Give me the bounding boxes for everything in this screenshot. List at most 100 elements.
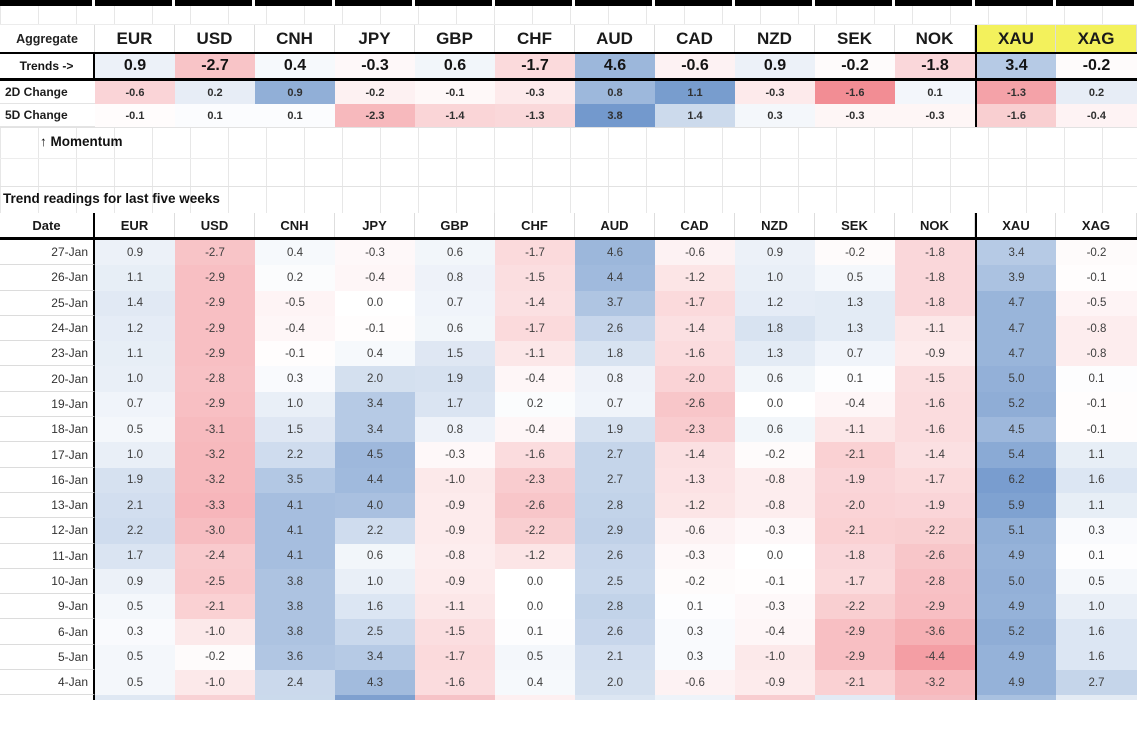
value-cell-jpy[interactable]: 1.6: [335, 594, 415, 619]
value-cell-usd[interactable]: -2.7: [175, 240, 255, 265]
change-value-nok[interactable]: 0.1: [895, 81, 975, 104]
value-cell-aud[interactable]: 2.5: [575, 569, 655, 594]
value-cell-aud[interactable]: 2.6: [575, 316, 655, 341]
value-cell-cnh[interactable]: 3.8: [255, 619, 335, 644]
value-cell-eur[interactable]: 1.0: [95, 442, 175, 467]
value-cell-nok[interactable]: -1.8: [895, 291, 975, 316]
value-cell-nzd[interactable]: -0.3: [735, 518, 815, 543]
value-cell-xag[interactable]: 1.1: [1056, 493, 1137, 518]
trend-value-xau[interactable]: 3.4: [975, 54, 1056, 78]
value-cell-aud[interactable]: 2.6: [575, 619, 655, 644]
trend-value-cnh[interactable]: 0.4: [255, 54, 335, 78]
change-value-cad[interactable]: 1.4: [655, 104, 735, 127]
date-cell[interactable]: 23-Jan: [0, 341, 95, 366]
value-cell-nok[interactable]: -3.2: [895, 670, 975, 695]
value-cell-cnh[interactable]: 3.5: [255, 468, 335, 493]
value-cell-xau[interactable]: 4.9: [975, 544, 1056, 569]
value-cell-jpy[interactable]: 1.0: [335, 569, 415, 594]
change-value-gbp[interactable]: -1.4: [415, 104, 495, 127]
value-cell-gbp[interactable]: 1.7: [415, 392, 495, 417]
value-cell-cad[interactable]: -1.2: [655, 493, 735, 518]
table-col-header-nzd[interactable]: NZD: [735, 213, 815, 237]
date-cell[interactable]: 20-Jan: [0, 366, 95, 391]
value-cell-partial[interactable]: [95, 695, 175, 700]
value-cell-xag[interactable]: 1.6: [1056, 468, 1137, 493]
value-cell-partial[interactable]: [335, 695, 415, 700]
value-cell-xag[interactable]: -0.2: [1056, 240, 1137, 265]
table-col-header-sek[interactable]: SEK: [815, 213, 895, 237]
value-cell-gbp[interactable]: -1.7: [415, 645, 495, 670]
change-value-eur[interactable]: -0.6: [95, 81, 175, 104]
value-cell-eur[interactable]: 0.5: [95, 417, 175, 442]
value-cell-aud[interactable]: 2.1: [575, 645, 655, 670]
value-cell-xau[interactable]: 5.2: [975, 619, 1056, 644]
value-cell-jpy[interactable]: 0.4: [335, 341, 415, 366]
value-cell-usd[interactable]: -1.0: [175, 670, 255, 695]
trend-value-chf[interactable]: -1.7: [495, 54, 575, 78]
value-cell-nzd[interactable]: 0.6: [735, 417, 815, 442]
col-header-aud[interactable]: AUD: [575, 25, 655, 52]
value-cell-sek[interactable]: -2.0: [815, 493, 895, 518]
value-cell-gbp[interactable]: -1.5: [415, 619, 495, 644]
value-cell-usd[interactable]: -2.1: [175, 594, 255, 619]
value-cell-xag[interactable]: -0.1: [1056, 417, 1137, 442]
value-cell-cnh[interactable]: 3.6: [255, 645, 335, 670]
change-value-cnh[interactable]: 0.1: [255, 104, 335, 127]
value-cell-chf[interactable]: -1.1: [495, 341, 575, 366]
value-cell-nzd[interactable]: 0.9: [735, 240, 815, 265]
value-cell-nok[interactable]: -1.6: [895, 417, 975, 442]
value-cell-cad[interactable]: 0.3: [655, 645, 735, 670]
value-cell-eur[interactable]: 0.9: [95, 240, 175, 265]
value-cell-chf[interactable]: 0.4: [495, 670, 575, 695]
value-cell-xag[interactable]: -0.1: [1056, 265, 1137, 290]
change-value-cnh[interactable]: 0.9: [255, 81, 335, 104]
change-value-usd[interactable]: 0.2: [175, 81, 255, 104]
date-cell[interactable]: 10-Jan: [0, 569, 95, 594]
value-cell-aud[interactable]: 1.9: [575, 417, 655, 442]
value-cell-jpy[interactable]: 3.4: [335, 417, 415, 442]
value-cell-cnh[interactable]: 1.0: [255, 392, 335, 417]
value-cell-jpy[interactable]: 4.0: [335, 493, 415, 518]
value-cell-jpy[interactable]: 0.6: [335, 544, 415, 569]
value-cell-gbp[interactable]: -0.9: [415, 569, 495, 594]
value-cell-usd[interactable]: -2.9: [175, 291, 255, 316]
value-cell-cnh[interactable]: 4.1: [255, 518, 335, 543]
value-cell-jpy[interactable]: -0.3: [335, 240, 415, 265]
value-cell-chf[interactable]: 0.0: [495, 569, 575, 594]
value-cell-cad[interactable]: -0.6: [655, 670, 735, 695]
value-cell-aud[interactable]: 2.7: [575, 442, 655, 467]
trend-value-sek[interactable]: -0.2: [815, 54, 895, 78]
value-cell-usd[interactable]: -3.2: [175, 468, 255, 493]
value-cell-cad[interactable]: -2.0: [655, 366, 735, 391]
value-cell-usd[interactable]: -0.2: [175, 645, 255, 670]
table-col-header-jpy[interactable]: JPY: [335, 213, 415, 237]
value-cell-sek[interactable]: -0.4: [815, 392, 895, 417]
value-cell-aud[interactable]: 0.8: [575, 366, 655, 391]
value-cell-gbp[interactable]: 0.7: [415, 291, 495, 316]
trend-value-aud[interactable]: 4.6: [575, 54, 655, 78]
value-cell-xau[interactable]: 3.9: [975, 265, 1056, 290]
table-col-header-aud[interactable]: AUD: [575, 213, 655, 237]
value-cell-cad[interactable]: -0.6: [655, 240, 735, 265]
value-cell-nok[interactable]: -2.6: [895, 544, 975, 569]
value-cell-nok[interactable]: -1.8: [895, 265, 975, 290]
date-cell[interactable]: 24-Jan: [0, 316, 95, 341]
value-cell-nok[interactable]: -1.7: [895, 468, 975, 493]
value-cell-cad[interactable]: -2.6: [655, 392, 735, 417]
value-cell-nok[interactable]: -1.6: [895, 392, 975, 417]
value-cell-aud[interactable]: 3.7: [575, 291, 655, 316]
value-cell-eur[interactable]: 1.4: [95, 291, 175, 316]
value-cell-xag[interactable]: 1.0: [1056, 594, 1137, 619]
value-cell-cnh[interactable]: 1.5: [255, 417, 335, 442]
value-cell-usd[interactable]: -3.3: [175, 493, 255, 518]
value-cell-sek[interactable]: -1.8: [815, 544, 895, 569]
value-cell-eur[interactable]: 0.5: [95, 670, 175, 695]
table-col-header-nok[interactable]: NOK: [895, 213, 975, 237]
value-cell-xag[interactable]: 0.3: [1056, 518, 1137, 543]
value-cell-jpy[interactable]: 2.5: [335, 619, 415, 644]
value-cell-xag[interactable]: 0.5: [1056, 569, 1137, 594]
table-col-header-eur[interactable]: EUR: [95, 213, 175, 237]
value-cell-partial[interactable]: [415, 695, 495, 700]
aggregate-label-cell[interactable]: Aggregate: [0, 25, 95, 52]
value-cell-gbp[interactable]: 0.6: [415, 316, 495, 341]
